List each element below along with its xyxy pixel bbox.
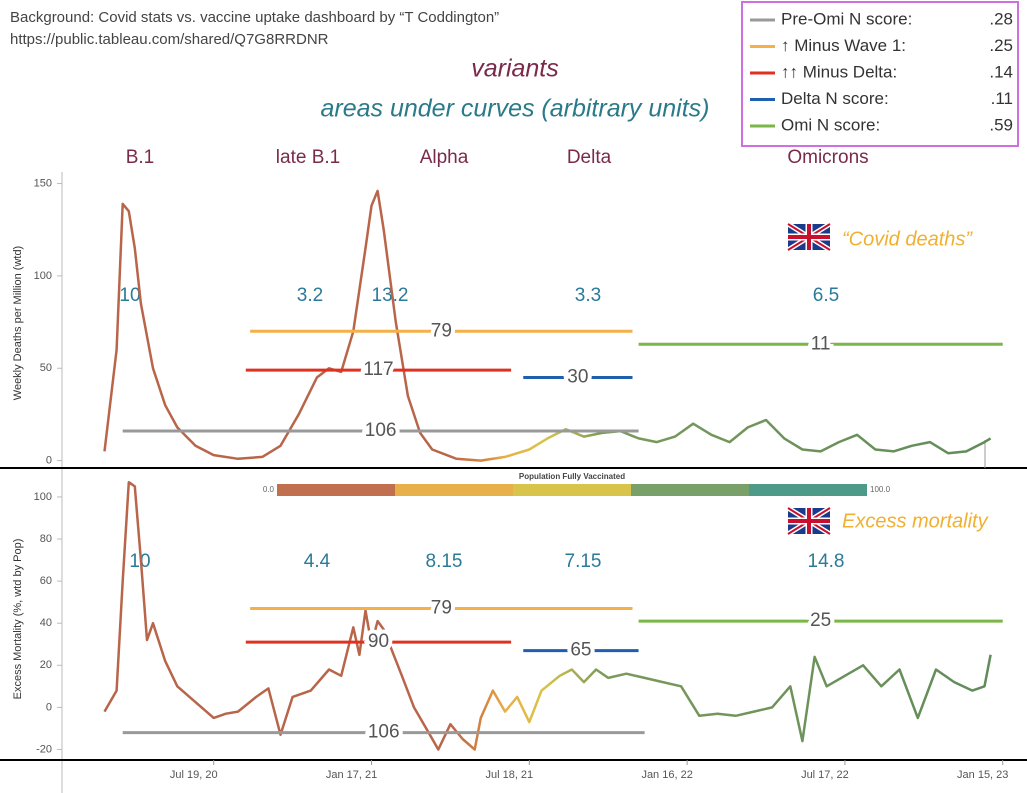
colorbar-segment	[395, 484, 513, 496]
level-label: 90	[368, 631, 389, 652]
level-label: 79	[431, 320, 452, 341]
level-label: 106	[365, 420, 397, 441]
x-tick-label: Jan 17, 21	[326, 769, 377, 781]
legend-box	[741, 1, 1019, 147]
x-tick-label: Jul 17, 22	[801, 769, 849, 781]
area-label: 4.4	[304, 551, 331, 572]
colorbar-segment	[277, 484, 395, 496]
area-label: 3.3	[575, 285, 601, 306]
x-tick-label: Jan 16, 22	[641, 769, 692, 781]
area-label: 8.15	[426, 551, 463, 572]
y-tick-label: -20	[36, 743, 52, 755]
legend-score: .11	[991, 89, 1013, 108]
legend-score: .28	[989, 9, 1013, 28]
variant-label: Alpha	[420, 147, 469, 168]
area-label: 6.5	[813, 285, 839, 306]
level-label: 30	[567, 367, 588, 388]
data-line	[103, 480, 992, 751]
y-tick-label: 80	[40, 533, 52, 545]
y-tick-label: 60	[40, 575, 52, 587]
colorbar-segment	[749, 484, 867, 496]
area-label: 3.2	[297, 285, 323, 306]
area-label: 13.2	[372, 285, 409, 306]
chart-title: Excess mortality	[842, 510, 989, 532]
legend-name: ↑ Minus Wave 1:	[781, 36, 906, 55]
data-line	[103, 189, 992, 462]
areas-label: areas under curves (arbitrary units)	[320, 95, 709, 123]
y-axis-label: Weekly Deaths per Million (wtd)	[12, 246, 24, 400]
variant-label: Delta	[567, 147, 612, 168]
level-label: 106	[368, 722, 400, 743]
colorbar-title: Population Fully Vaccinated	[519, 472, 625, 481]
y-tick-label: 20	[40, 659, 52, 671]
colorbar-max: 100.0	[870, 485, 891, 494]
variants-label: variants	[471, 55, 559, 83]
y-tick-label: 40	[40, 617, 52, 629]
level-label: 65	[570, 640, 591, 661]
variant-label: B.1	[126, 147, 155, 168]
y-tick-label: 100	[34, 491, 52, 503]
legend-name: ↑↑ Minus Delta:	[781, 62, 897, 81]
x-tick-label: Jan 15, 23	[957, 769, 1008, 781]
legend-name: Delta N score:	[781, 89, 889, 108]
level-label: 117	[363, 359, 393, 380]
colorbar-segment	[513, 484, 631, 496]
legend-score: .59	[989, 115, 1013, 134]
level-label: 11	[811, 333, 831, 354]
x-tick-label: Jul 18, 21	[485, 769, 533, 781]
legend-name: Pre-Omi N score:	[781, 9, 912, 28]
flag	[786, 505, 832, 537]
x-tick-label: Jul 19, 20	[170, 769, 218, 781]
y-tick-label: 150	[34, 177, 52, 189]
legend-name: Omi N score:	[781, 115, 880, 134]
header-url: https://public.tableau.com/shared/Q7G8RR…	[10, 31, 329, 48]
y-tick-label: 0	[46, 455, 52, 467]
y-tick-label: 100	[34, 270, 52, 282]
legend-score: .14	[989, 62, 1013, 81]
chart-title: “Covid deaths”	[842, 228, 973, 250]
variant-label: late B.1	[276, 147, 340, 168]
colorbar-segment	[631, 484, 749, 496]
variant-label: Omicrons	[787, 147, 868, 168]
flag	[786, 221, 832, 253]
legend-score: .25	[989, 36, 1013, 55]
level-label: 25	[810, 610, 831, 631]
level-label: 79	[431, 597, 452, 618]
y-axis-label: Excess Mortality (%, wtd by Pop)	[12, 539, 24, 700]
area-label: 7.15	[565, 551, 602, 572]
y-tick-label: 50	[40, 362, 52, 374]
y-tick-label: 0	[46, 701, 52, 713]
area-label: 10	[119, 285, 140, 306]
header-title: Background: Covid stats vs. vaccine upta…	[10, 9, 499, 26]
area-label: 14.8	[808, 551, 845, 572]
colorbar-min: 0.0	[263, 485, 275, 494]
